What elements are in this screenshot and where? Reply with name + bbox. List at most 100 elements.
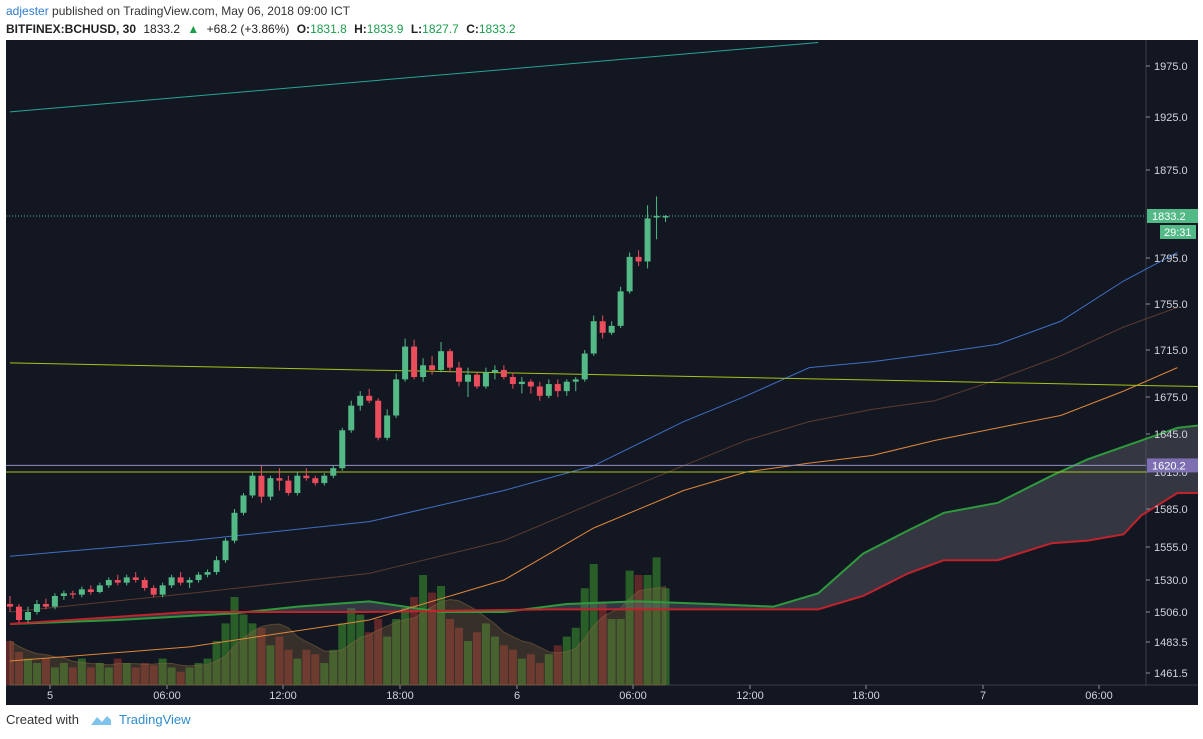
y-tick-label: 1530.0 xyxy=(1154,575,1188,587)
volume-bar xyxy=(356,614,365,685)
ma-orange-line xyxy=(9,367,1178,662)
y-tick-label: 1461.5 xyxy=(1154,668,1188,680)
symbol-line: BITFINEX:BCHUSD, 30 1833.2 ▲ +68.2 (+3.8… xyxy=(6,22,520,36)
candle-body xyxy=(464,374,471,382)
candle-body xyxy=(599,321,606,333)
chart-background xyxy=(6,40,1198,705)
candle-body xyxy=(168,577,175,586)
volume-bar xyxy=(230,597,239,685)
trendline-teal xyxy=(9,42,819,113)
candle-body xyxy=(276,478,283,481)
candle-body xyxy=(240,495,247,513)
x-tick-label: 18:00 xyxy=(852,690,880,702)
volume-bar xyxy=(410,597,419,685)
volume-ma-area xyxy=(9,585,667,686)
open-label: O: xyxy=(296,22,311,36)
x-tick-label: 7 xyxy=(980,690,986,702)
candle-body xyxy=(590,321,597,354)
ma-blue-line xyxy=(9,252,1178,557)
volume-bar xyxy=(616,619,625,685)
candle-body xyxy=(294,475,301,493)
volume-bar xyxy=(212,641,221,685)
candle-body xyxy=(366,395,373,401)
volume-bar xyxy=(203,658,212,685)
candle-body xyxy=(545,384,552,396)
y-tick-label: 1925.0 xyxy=(1154,112,1188,124)
x-tick-label: 06:00 xyxy=(1085,690,1113,702)
candle-body xyxy=(491,369,498,373)
candle-body xyxy=(321,475,328,484)
x-tick-label: 6 xyxy=(514,690,520,702)
volume-bar xyxy=(50,667,59,685)
volume-bar xyxy=(257,627,266,685)
candle-body xyxy=(258,475,265,497)
candle-body xyxy=(518,381,525,385)
tradingview-brand-link[interactable]: TradingView xyxy=(118,712,191,727)
candle-body xyxy=(249,475,256,496)
volume-bar xyxy=(104,667,113,685)
volume-bar xyxy=(248,623,257,685)
x-tick-label: 12:00 xyxy=(736,690,764,702)
candle-body xyxy=(51,596,58,607)
candle-body xyxy=(384,415,391,438)
volume-bar xyxy=(401,608,410,685)
volume-bar xyxy=(239,614,248,685)
candle-body xyxy=(348,405,355,431)
volume-bar xyxy=(652,557,661,685)
volume-bar xyxy=(275,636,284,685)
volume-bar xyxy=(472,632,481,685)
volume-bar xyxy=(293,658,302,685)
volume-bar xyxy=(455,627,463,685)
candle-body xyxy=(393,379,400,416)
volume-bar xyxy=(176,671,185,685)
candle-body xyxy=(15,606,22,620)
volume-bar xyxy=(320,663,329,685)
x-tick-label: 5 xyxy=(47,690,53,702)
volume-bar xyxy=(194,663,203,685)
candle-body xyxy=(186,580,193,583)
low-value: 1827.7 xyxy=(422,22,459,36)
volume-bar xyxy=(149,665,158,685)
candle-body xyxy=(447,351,454,368)
volume-bar xyxy=(374,619,383,685)
volume-bar xyxy=(553,645,562,685)
volume-bar xyxy=(95,663,104,685)
price-chart[interactable]: 1975.0 1925.0 1875.0 1795.0 1755.0 1715.0 1675… xyxy=(6,40,1198,705)
candle-body xyxy=(662,215,669,218)
candle-body xyxy=(456,367,462,382)
volume-bar xyxy=(77,658,86,685)
volume-bar xyxy=(14,652,23,685)
volume-bar xyxy=(535,663,544,685)
close-value: 1833.2 xyxy=(478,22,516,36)
close-label: C: xyxy=(466,22,479,36)
x-tick-label: 06:00 xyxy=(153,690,181,702)
volume-bar xyxy=(41,658,50,685)
volume-bar xyxy=(221,623,230,685)
candle-body xyxy=(195,574,202,580)
y-tick-label: 1975.0 xyxy=(1154,61,1188,73)
volume-bar xyxy=(365,632,374,685)
x-tick-label: 12:00 xyxy=(269,690,297,702)
volume-bar xyxy=(508,649,517,685)
y-tick-label: 1675.0 xyxy=(1154,392,1188,404)
candle-body xyxy=(285,480,292,493)
candle-body xyxy=(78,589,85,595)
volume-bar xyxy=(68,667,77,685)
change-value: +68.2 (+3.86%) xyxy=(206,22,290,36)
volume-bar xyxy=(526,654,535,685)
candle-body xyxy=(357,395,364,406)
candle-body xyxy=(429,365,436,370)
high-label: H: xyxy=(354,22,367,36)
volume-bar xyxy=(481,623,490,685)
candle-body xyxy=(473,374,480,387)
volume-bar xyxy=(122,663,131,685)
candle-body xyxy=(527,381,534,387)
volume-bar xyxy=(23,658,32,685)
volume-bar xyxy=(266,645,275,685)
publisher-name[interactable]: adjester xyxy=(6,4,49,18)
volume-bar xyxy=(167,667,176,685)
candle-body xyxy=(330,468,337,476)
open-value: 1831.8 xyxy=(310,22,347,36)
candle-body xyxy=(554,384,561,392)
candle-body xyxy=(312,478,319,484)
